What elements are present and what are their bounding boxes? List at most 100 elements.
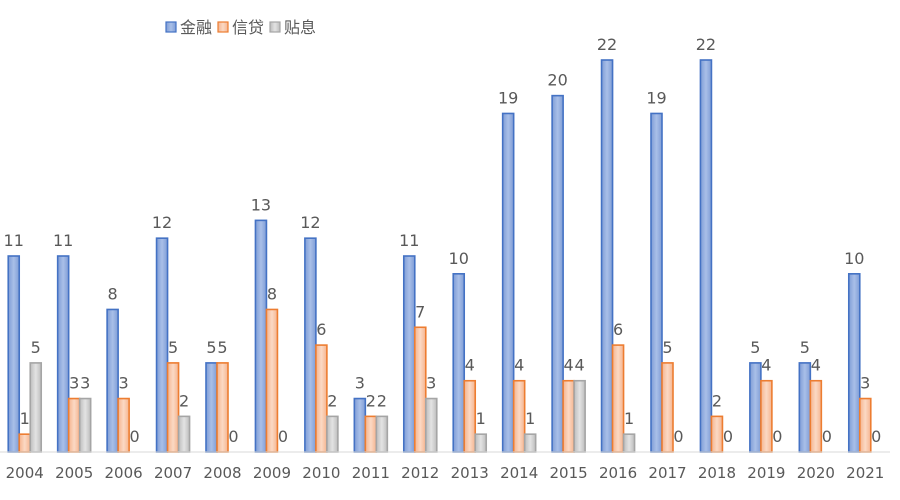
data-label-信贷-2012: 7 — [415, 302, 425, 321]
x-tick-2012: 2012 — [401, 464, 439, 482]
bar-贴息-2010 — [326, 415, 339, 453]
bar-金融-2010 — [304, 237, 317, 453]
bars-group — [7, 59, 872, 453]
data-label-贴息-2018: 0 — [723, 427, 733, 446]
bar-信贷-2021 — [858, 397, 872, 453]
data-label-信贷-2014: 4 — [514, 356, 524, 375]
bar-信贷-2015 — [562, 379, 575, 453]
bar-金融-2006 — [106, 308, 119, 453]
legend-swatch-金融 — [165, 21, 177, 33]
bar-信贷-2004 — [18, 433, 32, 453]
x-tick-2017: 2017 — [648, 464, 686, 482]
data-label-贴息-2013: 1 — [476, 409, 486, 428]
bar-信贷-2012 — [413, 326, 427, 453]
bar-金融-2005 — [56, 255, 70, 453]
data-label-信贷-2016: 6 — [613, 320, 623, 339]
data-label-金融-2020: 5 — [800, 338, 810, 357]
bar-金融-2013 — [452, 273, 466, 453]
data-label-信贷-2005: 3 — [69, 374, 79, 393]
data-label-金融-2013: 10 — [449, 249, 469, 268]
data-label-信贷-2007: 5 — [168, 338, 178, 357]
bar-贴息-2013 — [474, 433, 488, 453]
bar-金融-2016 — [600, 59, 614, 453]
x-tick-2018: 2018 — [698, 464, 736, 482]
data-label-贴息-2007: 2 — [179, 391, 189, 410]
bar-金融-2015 — [551, 94, 564, 453]
data-label-贴息-2008: 0 — [228, 427, 238, 446]
data-label-信贷-2004: 1 — [20, 409, 30, 428]
bar-贴息-2011 — [375, 415, 389, 453]
data-label-信贷-2009: 8 — [267, 284, 277, 303]
data-label-金融-2008: 5 — [206, 338, 216, 357]
bar-信贷-2010 — [315, 344, 328, 453]
bar-信贷-2007 — [166, 362, 180, 453]
bar-信贷-2017 — [661, 362, 674, 453]
x-tick-2016: 2016 — [599, 464, 637, 482]
data-label-信贷-2006: 3 — [119, 374, 129, 393]
bar-贴息-2016 — [622, 433, 636, 453]
data-label-金融-2011: 3 — [355, 374, 365, 393]
data-label-金融-2016: 22 — [597, 35, 617, 54]
x-tick-2014: 2014 — [500, 464, 538, 482]
data-label-贴息-2017: 0 — [673, 427, 683, 446]
data-label-信贷-2017: 5 — [662, 338, 672, 357]
bar-金融-2009 — [254, 219, 268, 453]
bar-贴息-2015 — [573, 379, 586, 453]
bar-金融-2012 — [402, 255, 416, 453]
data-label-金融-2014: 19 — [498, 88, 518, 107]
data-label-金融-2015: 20 — [547, 71, 567, 90]
bar-信贷-2016 — [611, 344, 625, 453]
x-tick-2020: 2020 — [797, 464, 835, 482]
data-label-信贷-2013: 4 — [465, 356, 475, 375]
data-label-贴息-2014: 1 — [525, 409, 535, 428]
bar-金融-2019 — [749, 362, 762, 453]
bar-贴息-2004 — [29, 362, 43, 453]
data-label-金融-2006: 8 — [108, 284, 118, 303]
data-label-金融-2021: 10 — [844, 249, 864, 268]
bar-信贷-2014 — [512, 379, 526, 453]
data-label-信贷-2011: 2 — [366, 391, 376, 410]
bar-贴息-2007 — [177, 415, 191, 453]
bar-信贷-2013 — [463, 379, 477, 453]
bar-金融-2004 — [7, 255, 21, 453]
bar-信贷-2020 — [809, 379, 823, 453]
x-tick-2010: 2010 — [302, 464, 340, 482]
bar-金融-2011 — [353, 397, 367, 453]
bar-信贷-2005 — [67, 397, 81, 453]
x-tick-2021: 2021 — [846, 464, 884, 482]
legend-label-贴息: 贴息 — [284, 18, 316, 37]
bar-贴息-2005 — [78, 397, 92, 453]
legend-swatch-信贷 — [217, 21, 229, 33]
data-label-贴息-2010: 2 — [327, 391, 337, 410]
x-tick-2011: 2011 — [352, 464, 390, 482]
bar-金融-2007 — [155, 237, 169, 453]
bar-贴息-2014 — [523, 433, 537, 453]
bar-金融-2008 — [205, 362, 218, 453]
data-label-金融-2018: 22 — [696, 35, 716, 54]
bar-金融-2018 — [699, 59, 713, 453]
data-label-金融-2012: 11 — [399, 231, 419, 250]
legend: 金融 信贷 贴息 — [165, 18, 316, 37]
bar-金融-2021 — [847, 273, 861, 453]
data-label-金融-2009: 13 — [251, 195, 271, 214]
legend-label-信贷: 信贷 — [232, 18, 264, 37]
bar-信贷-2018 — [710, 415, 724, 453]
x-tick-2004: 2004 — [6, 464, 44, 482]
data-label-贴息-2009: 0 — [278, 427, 288, 446]
data-label-金融-2004: 11 — [4, 231, 24, 250]
bar-金融-2020 — [798, 362, 812, 453]
data-label-金融-2017: 19 — [646, 88, 666, 107]
x-tick-2019: 2019 — [747, 464, 785, 482]
data-label-贴息-2016: 1 — [624, 409, 634, 428]
x-tick-2005: 2005 — [55, 464, 93, 482]
data-label-信贷-2010: 6 — [316, 320, 326, 339]
data-label-贴息-2020: 0 — [822, 427, 832, 446]
bar-信贷-2009 — [265, 308, 279, 453]
bar-信贷-2011 — [364, 415, 378, 453]
bar-金融-2014 — [501, 112, 515, 453]
data-label-金融-2019: 5 — [750, 338, 760, 357]
data-label-贴息-2019: 0 — [772, 427, 782, 446]
data-label-信贷-2020: 4 — [811, 356, 821, 375]
